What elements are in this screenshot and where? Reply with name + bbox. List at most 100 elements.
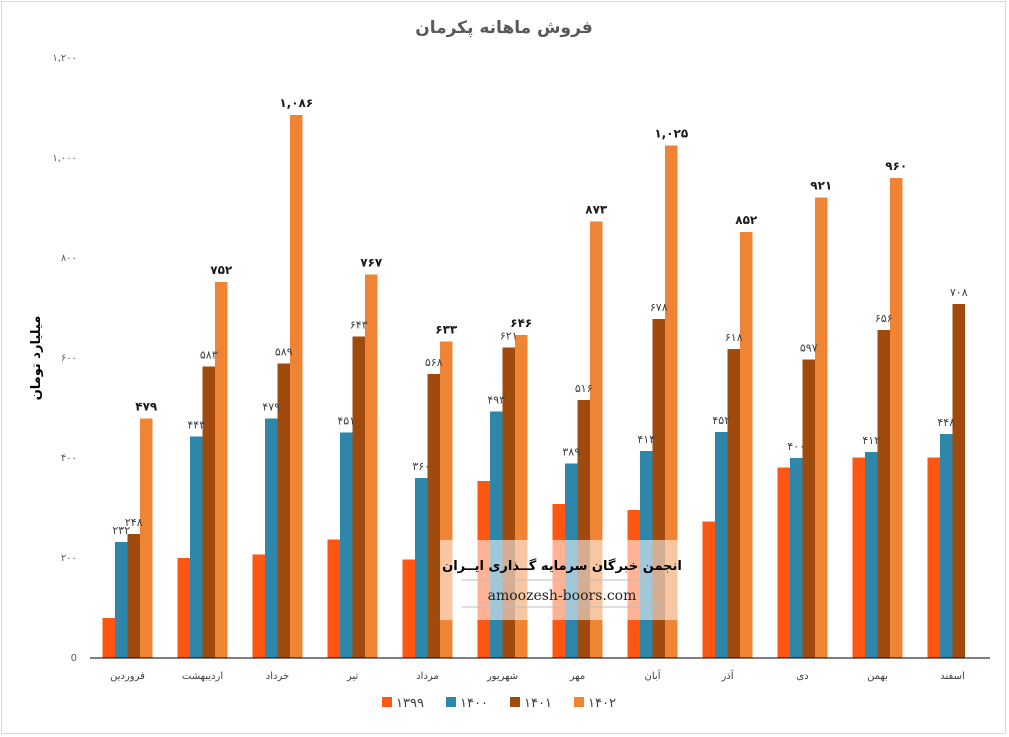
data-label: ۵۸۹ [275, 346, 293, 359]
data-label: ۵۹۷ [800, 342, 818, 355]
bar [740, 232, 753, 658]
data-label: ۳۶۰ [412, 460, 430, 473]
bar [777, 467, 790, 658]
data-label: ۸۵۲ [735, 213, 758, 227]
bar [815, 197, 828, 658]
x-tick-label: شهریور [486, 671, 518, 682]
bar [877, 330, 890, 658]
legend: ۱۳۹۹ ۱۴۰۰ ۱۴۰۱ ۱۴۰۲ [382, 696, 616, 711]
y-axis-label: میلیارد تومان [29, 316, 44, 401]
watermark-url: amoozesh-boors.com [488, 588, 637, 604]
bar [865, 452, 878, 658]
y-tick-label: ۲۰۰ [61, 553, 77, 564]
data-label: ۶۴۳ [350, 319, 368, 332]
data-label: ۷۰۸ [950, 286, 968, 299]
bar [327, 539, 340, 658]
data-label: ۵۱۶ [575, 382, 593, 395]
data-label: ۲۳۲ [112, 524, 130, 537]
bar [215, 282, 228, 658]
data-label: ۶۴۶ [510, 316, 532, 330]
bar [415, 478, 428, 658]
bar [427, 374, 440, 658]
y-tick-label: ۸۰۰ [61, 253, 77, 264]
legend-swatch [382, 697, 392, 707]
data-label: ۸۷۳ [585, 203, 608, 217]
data-label: ۴۵۲ [712, 414, 730, 427]
data-label: ۵۸۳ [200, 349, 218, 362]
chart-title: فروش ماهانه پکرمان [415, 18, 593, 38]
bar [715, 432, 728, 658]
bar [490, 411, 503, 658]
data-label: ۴۹۳ [487, 394, 505, 407]
data-label: ۶۲۱ [500, 330, 518, 343]
bar [252, 554, 265, 658]
bar [890, 178, 903, 658]
data-label: ۱,۰۲۵ [654, 127, 688, 141]
y-tick-label: ۱,۲۰۰ [52, 53, 77, 64]
data-label: ۴۱۲ [862, 434, 880, 447]
data-label: ۴۴۸ [937, 416, 955, 429]
bar [190, 436, 203, 658]
bar [340, 432, 353, 658]
legend-swatch [510, 697, 520, 707]
x-tick-label: مرداد [416, 671, 439, 682]
bar [927, 457, 940, 658]
watermark: انجمن خبرگان سرمایه گــذاری ایــران amoo… [440, 540, 700, 620]
data-label: ۴۴۳ [187, 419, 205, 432]
data-label: ۹۲۱ [810, 179, 832, 193]
bar [727, 349, 740, 658]
x-tick-label: اسفند [940, 671, 964, 682]
data-label: ۹۶۰ [885, 159, 907, 173]
data-label: ۶۱۸ [725, 331, 743, 344]
x-tick-label: تیر [346, 671, 359, 682]
bar [140, 418, 153, 658]
legend-label: ۱۴۰۰ [460, 696, 488, 711]
bar [665, 145, 678, 658]
bar [802, 359, 815, 658]
bar [277, 363, 290, 658]
bar [265, 418, 278, 658]
bar [952, 304, 965, 658]
watermark-title: انجمن خبرگان سرمایه گــذاری ایــران [442, 558, 682, 574]
y-tick-label: ۱,۰۰۰ [52, 153, 77, 164]
x-tick-label: خرداد [266, 671, 289, 682]
y-tick-label: ۴۰۰ [61, 453, 77, 464]
data-label: ۲۴۸ [125, 516, 143, 529]
data-label: ۵۶۸ [425, 356, 443, 369]
bar [402, 559, 415, 658]
bar [852, 457, 865, 658]
bar [352, 336, 365, 658]
legend-swatch [446, 697, 456, 707]
y-tick-label: 0 [71, 653, 77, 664]
x-tick-label: آذر [720, 669, 734, 682]
y-tick-label: ۶۰۰ [61, 353, 77, 364]
data-label: ۴۷۹ [135, 400, 158, 414]
data-label: ۴۵۱ [337, 415, 355, 428]
data-label: ۷۶۷ [360, 256, 383, 270]
x-tick-label: دی [796, 671, 808, 682]
bar [702, 521, 715, 658]
bar [202, 366, 215, 658]
bar [790, 458, 803, 658]
bar [940, 434, 953, 658]
data-label: ۴۱۴ [637, 433, 655, 446]
y-axis-ticks: 0 ۲۰۰ ۴۰۰ ۶۰۰ ۸۰۰ ۱,۰۰۰ ۱,۲۰۰ [52, 53, 77, 664]
x-tick-label: اردیبهشت [182, 671, 223, 682]
data-label: ۳۸۹ [562, 446, 580, 459]
bar [365, 274, 378, 658]
legend-label: ۱۳۹۹ [396, 696, 424, 711]
data-label: ۴۷۹ [262, 401, 280, 414]
legend-swatch [574, 697, 584, 707]
bar [290, 115, 303, 658]
bar [102, 618, 115, 658]
data-label: ۷۵۲ [210, 263, 233, 277]
data-label: ۶۷۸ [650, 301, 668, 314]
bar [177, 558, 190, 658]
bar [127, 534, 140, 658]
x-tick-label: آبان [645, 669, 662, 682]
x-tick-label: مهر [569, 671, 585, 682]
data-label: ۱,۰۸۶ [279, 96, 313, 110]
